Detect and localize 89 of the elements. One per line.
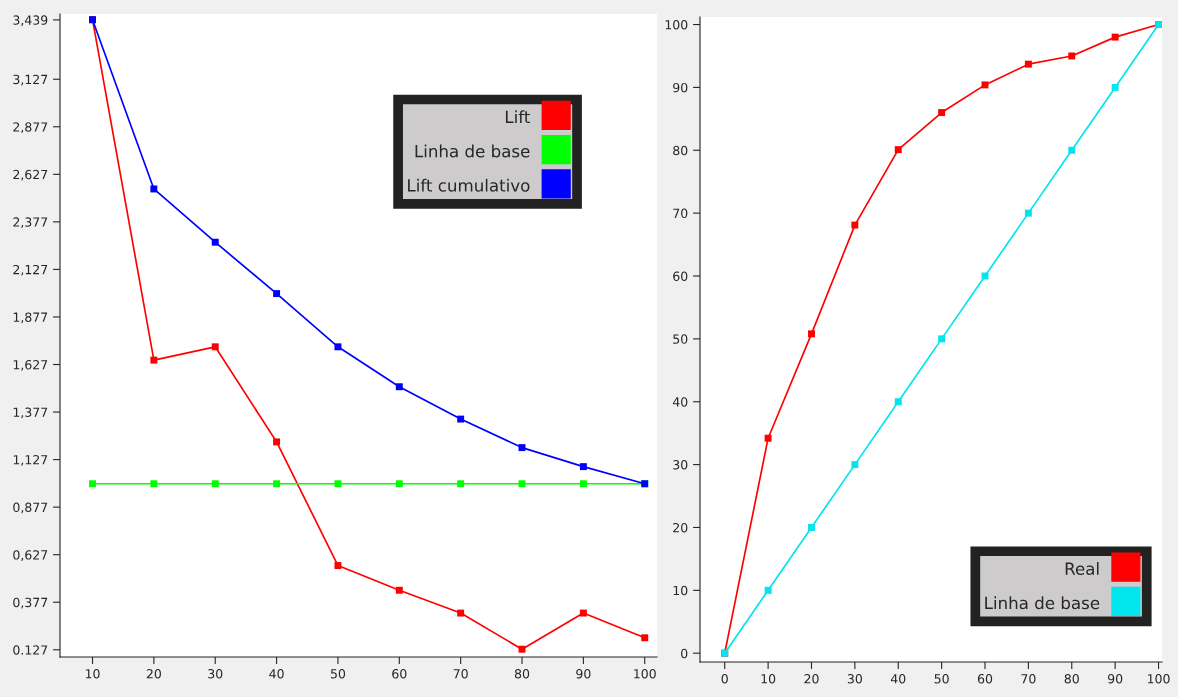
x-tick-label: 40	[269, 669, 284, 679]
y-tick-label: 1,377	[13, 407, 48, 419]
point	[579, 480, 587, 488]
point	[641, 634, 649, 642]
x-tick-label: 70	[1021, 674, 1036, 684]
legend-label: Real	[1065, 562, 1099, 575]
x-tick-label: 90	[576, 669, 591, 679]
y-tick-label: 60	[673, 271, 688, 281]
point	[150, 356, 158, 364]
y-tick-label: 0,627	[13, 550, 48, 561]
y-tick-label: 90	[673, 82, 688, 93]
point	[457, 480, 465, 488]
x-tick-label: 30	[847, 674, 862, 684]
point	[764, 586, 772, 594]
point	[273, 290, 281, 298]
point	[334, 343, 342, 351]
point	[211, 343, 219, 351]
point	[457, 415, 465, 423]
point	[579, 463, 587, 471]
point	[334, 480, 342, 488]
x-tick-label: 20	[146, 669, 161, 679]
point	[808, 330, 815, 338]
x-tick-label: 80	[1064, 674, 1079, 684]
point	[764, 434, 772, 442]
x-tick-label: 70	[453, 669, 468, 679]
x-tick-label: 80	[514, 669, 530, 679]
x-tick-label: 0	[721, 674, 728, 684]
y-tick-label: 80	[673, 145, 688, 156]
point	[273, 438, 281, 446]
legend-label: Lift	[505, 110, 530, 123]
point	[89, 480, 96, 488]
point	[1068, 146, 1076, 154]
x-tick-label: 60	[977, 674, 993, 684]
point	[894, 398, 902, 406]
x-tick-label: 30	[208, 669, 223, 679]
point	[150, 185, 158, 193]
legend-label: Linha de base	[985, 596, 1100, 610]
y-tick-label: 40	[672, 397, 688, 407]
y-tick-label: 10	[673, 585, 688, 596]
y-tick-label: 1,127	[13, 455, 48, 466]
x-tick-label: 10	[761, 674, 776, 684]
x-tick-label: 50	[330, 669, 346, 679]
point	[894, 146, 902, 154]
y-tick-label: 2,877	[13, 122, 48, 133]
point	[1111, 83, 1119, 91]
y-tick-label: 70	[673, 208, 688, 219]
y-tick-label: 100	[665, 20, 688, 30]
point	[579, 609, 587, 617]
x-tick-label: 50	[934, 674, 949, 684]
legend-label: Linha de base	[415, 144, 530, 158]
point	[457, 609, 465, 617]
point	[851, 461, 859, 469]
point	[211, 238, 219, 246]
point	[334, 562, 342, 569]
point	[395, 586, 403, 594]
point	[851, 221, 859, 229]
x-tick-label: 100	[1147, 674, 1170, 684]
point	[1111, 33, 1119, 41]
x-tick-label: 20	[804, 674, 819, 684]
y-tick-label: 30	[673, 460, 688, 470]
y-tick-label: 3,127	[13, 74, 48, 86]
point	[273, 480, 281, 488]
point	[211, 480, 219, 488]
y-tick-label: 2,127	[13, 264, 48, 276]
x-tick-label: 90	[1107, 674, 1123, 684]
y-tick-label: 1,627	[13, 359, 48, 371]
y-tick-label: 0,377	[13, 597, 48, 609]
y-tick-label: 2,627	[13, 169, 48, 181]
point	[938, 109, 946, 117]
point	[150, 480, 158, 488]
y-tick-label: 0	[681, 648, 688, 659]
y-tick-label: 3,439	[13, 15, 48, 27]
x-tick-label: 60	[392, 669, 407, 679]
point	[395, 480, 403, 488]
x-tick-label: 100	[634, 669, 656, 679]
y-tick-label: 0.127	[13, 645, 48, 655]
point	[808, 524, 815, 531]
point	[1024, 60, 1032, 68]
y-tick-label: 2,377	[13, 217, 48, 229]
point	[395, 383, 403, 391]
y-tick-label: 0,877	[13, 502, 48, 514]
y-tick-label: 50	[673, 334, 688, 344]
y-tick-label: 1,877	[13, 312, 48, 324]
x-tick-label: 10	[85, 669, 100, 679]
legend-label: Lift cumulativo	[408, 178, 530, 192]
x-tick-label: 40	[890, 674, 906, 684]
y-tick-label: 20	[673, 522, 688, 533]
point	[1024, 209, 1032, 217]
point	[938, 335, 946, 343]
